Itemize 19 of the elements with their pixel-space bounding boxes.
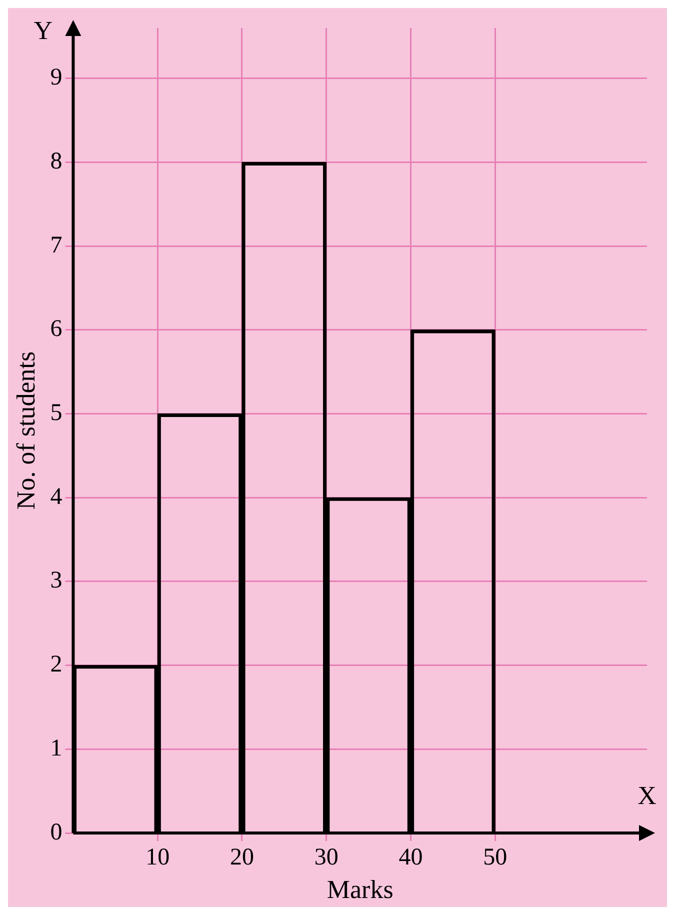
x-axis-title: Marks [326, 875, 394, 904]
annotation: X [638, 780, 657, 810]
y-tick-label: 7 [50, 232, 62, 258]
y-tick-label: 8 [50, 148, 62, 174]
x-tick-label: 50 [483, 844, 508, 871]
y-tick-label: 9 [50, 64, 62, 91]
y-tick-label: 1 [50, 735, 62, 762]
y-tick-label: 4 [50, 484, 62, 510]
x-tick-label: 40 [398, 844, 423, 871]
x-tick-label: 30 [314, 844, 338, 871]
y-tick-label: 3 [50, 568, 62, 594]
x-tick-label: 20 [230, 844, 254, 871]
y-tick-label: 6 [50, 316, 62, 342]
y-tick-label: 0 [50, 819, 62, 846]
text: Y [34, 16, 53, 45]
y-axis-title: No. of students [11, 351, 40, 510]
x-tick-label: 10 [146, 844, 170, 871]
y-tick-label: 5 [50, 400, 62, 426]
y-tick-label: 2 [50, 652, 62, 678]
